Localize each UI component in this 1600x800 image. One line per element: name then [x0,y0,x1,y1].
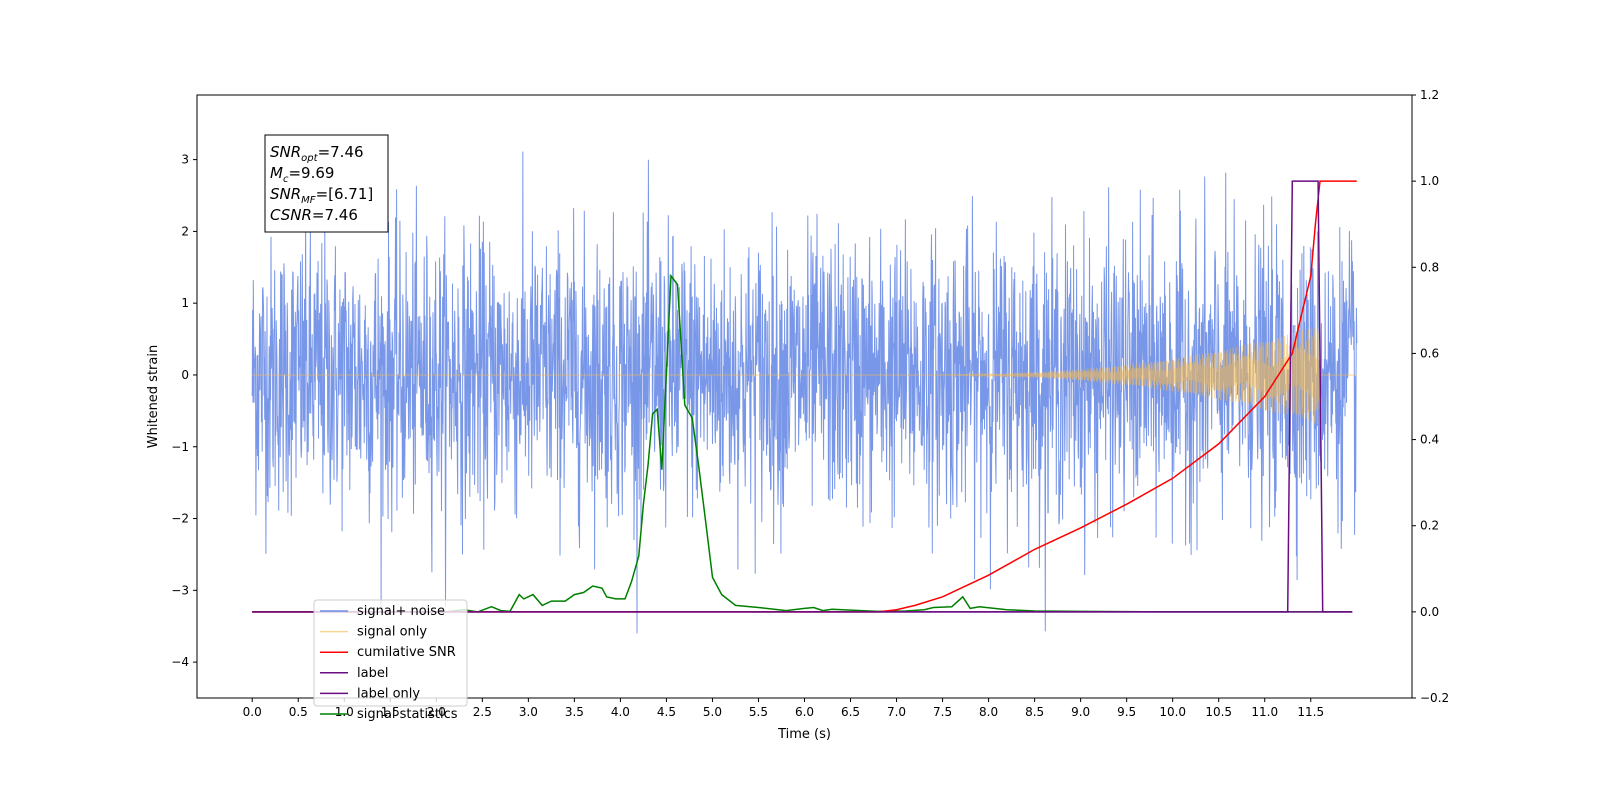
y-tick-label: −2 [171,512,189,526]
cumilative-snr-line [252,180,1357,613]
y2-tick-label: 0.8 [1420,260,1439,274]
x-tick-label: 2.0 [427,705,446,719]
x-tick-label: 2.5 [473,705,492,719]
annotation-symbol: SNR [270,185,301,203]
x-tick-label: 7.5 [933,705,952,719]
y-tick-label: 2 [181,224,189,238]
y-tick-label: 3 [181,153,189,167]
x-tick-label: 9.5 [1117,705,1136,719]
legend-entry: cumilative SNR [320,645,456,660]
annotation-line: SNRMF=[6.71] [270,185,373,206]
x-tick-label: 1.5 [381,705,400,719]
legend: signal+ noise signal only cumilative SNR la… [313,599,468,722]
legend-label: cumilative SNR [357,645,456,660]
x-tick-label: 5.5 [749,705,768,719]
y2-tick-label: 0.6 [1420,346,1439,360]
y2-tick-label: 0.2 [1420,519,1439,533]
legend-entry: label [320,666,388,681]
x-tick-label: 3.5 [565,705,584,719]
x-tick-label: 6.0 [795,705,814,719]
annotation-subscript: opt [301,153,318,164]
y2-tick-label: 0.0 [1420,605,1439,619]
annotation-value: =7.46 [312,206,358,224]
annotation-symbol: M [270,164,283,182]
signal-only-series [252,328,1357,425]
signal-statistics-line [252,273,1353,613]
legend-entry: label only [320,686,420,701]
legend-entry: signal statistics [320,707,458,722]
x-tick-label: 9.0 [1071,705,1090,719]
annotation-line: CSNR=7.46 [270,206,358,224]
y-tick-label: −1 [171,440,189,454]
legend-label: signal+ noise [357,604,445,619]
x-tick-label: 4.0 [611,705,630,719]
annotation-subscript: MF [301,195,316,206]
legend-entry: signal only [320,625,427,640]
y-tick-label: −4 [171,655,189,669]
legend-label: signal only [357,625,427,640]
x-tick-label: 4.5 [657,705,676,719]
y-tick-label: −3 [171,583,189,597]
legend-label: signal statistics [357,707,458,722]
x-tick-label: 7.0 [887,705,906,719]
x-tick-label: 5.0 [703,705,722,719]
x-axis-label: Time (s) [777,727,831,742]
x-axis: 0.0 0.5 1.0 1.5 2.0 2.5 3.0 3.5 4.0 4.5 5.0 5.5 6.0 6… [243,698,1324,719]
x-tick-label: 10.5 [1205,705,1232,719]
annotation-frame [264,134,389,233]
x-tick-label: 10.0 [1159,705,1186,719]
signal-only-line [252,328,1357,425]
legend-label: label only [357,686,420,701]
annotation-line: Mc=9.69 [270,164,334,185]
y2-tick-label: 1.2 [1420,88,1439,102]
y-tick-label: 1 [181,296,189,310]
y-axis-left: −4 −3 −2 −1 0 1 2 3 [171,153,197,669]
annotation-value: =9.69 [288,164,334,182]
annotation-value: =7.46 [318,143,364,161]
legend-frame [313,599,468,707]
x-tick-label: 6.5 [841,705,860,719]
x-tick-label: 8.5 [1025,705,1044,719]
label-line [252,180,1353,613]
y2-tick-label: 0.4 [1420,433,1439,447]
x-tick-label: 1.0 [335,705,354,719]
x-tick-label: 11.0 [1251,705,1278,719]
x-tick-label: 3.0 [519,705,538,719]
annotation-symbol: SNR [270,143,301,161]
y2-tick-label: −0.2 [1420,691,1449,705]
legend-label: label [357,666,388,681]
y-axis-label: Whitened strain [146,345,161,448]
y-tick-label: 0 [181,368,189,382]
x-tick-label: 8.0 [979,705,998,719]
x-tick-label: 11.5 [1297,705,1324,719]
x-tick-label: 0.5 [289,705,308,719]
annotation-subscript: c [283,174,289,185]
y-axis-right: −0.2 0.0 0.2 0.4 0.6 0.8 1.0 1.2 [1412,88,1449,705]
annotation-value: =[6.71] [316,185,374,203]
x-tick-label: 0.0 [243,705,262,719]
legend-entry: signal+ noise [320,604,445,619]
annotation-symbol: CSNR [270,206,312,224]
annotation-line: SNRopt=7.46 [270,143,364,164]
y2-tick-label: 1.0 [1420,174,1439,188]
